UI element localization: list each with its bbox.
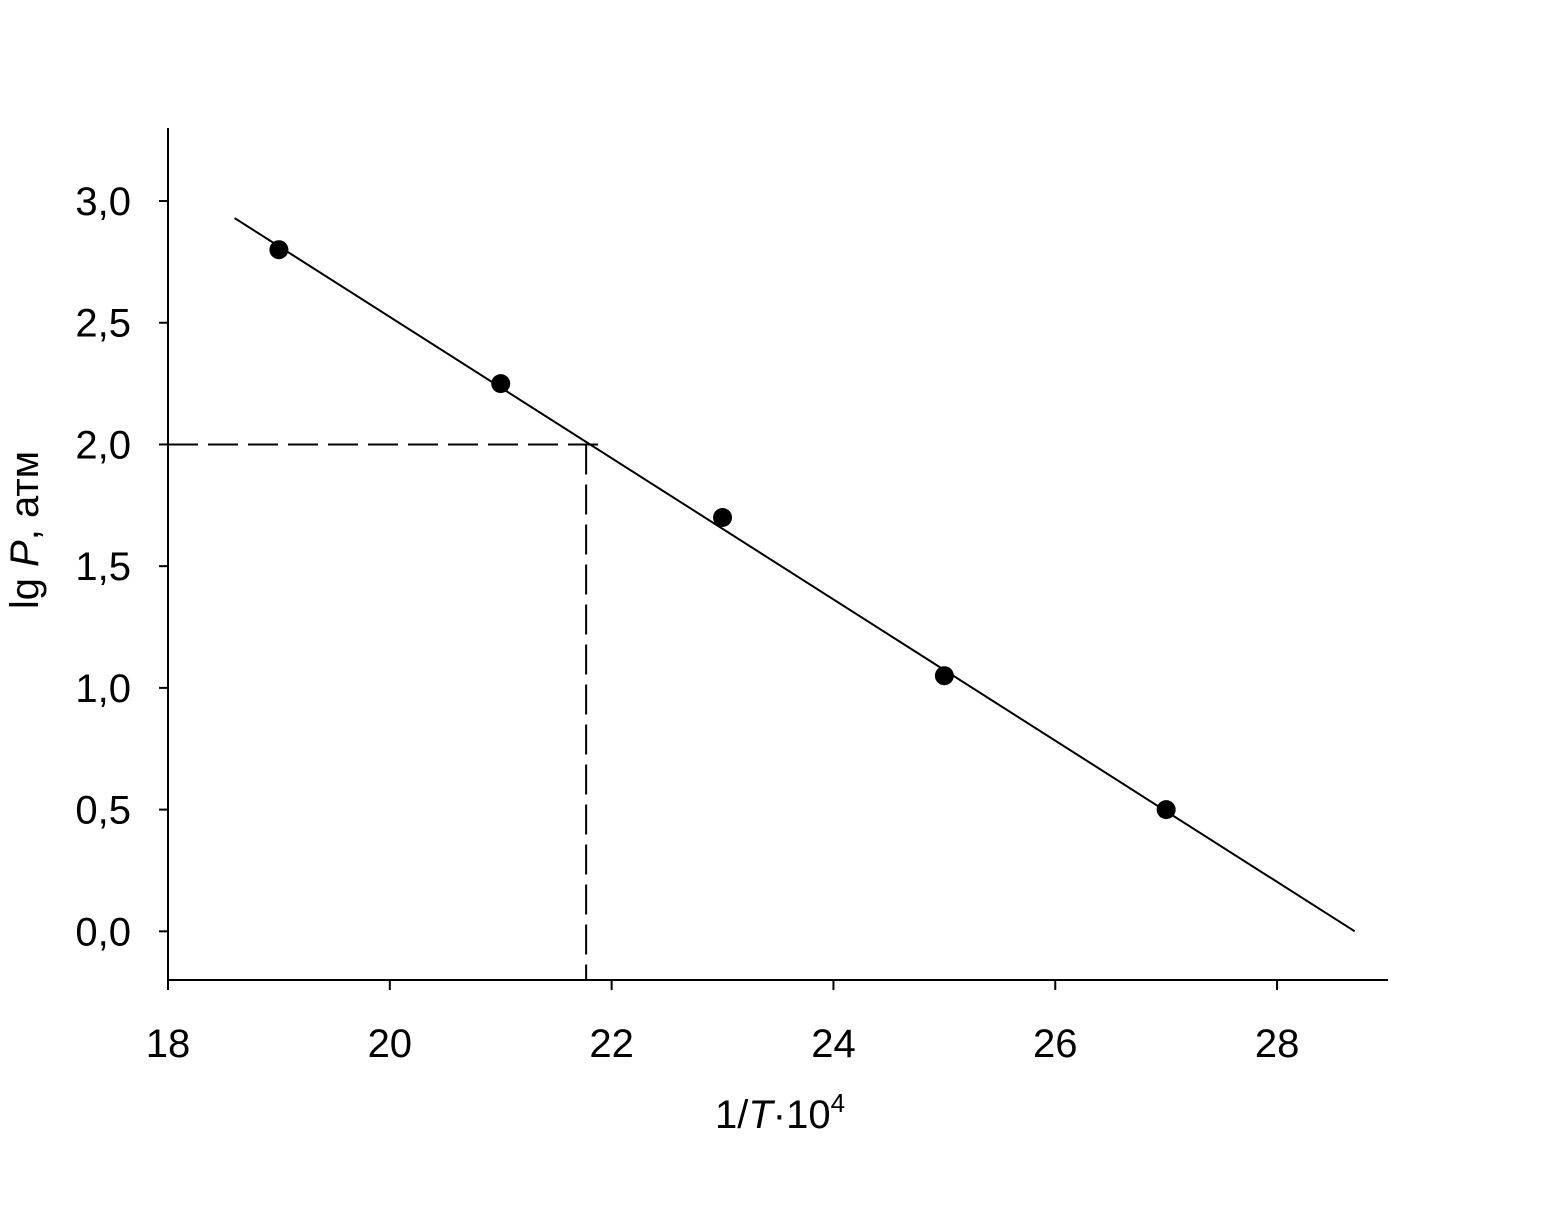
data-point: [934, 666, 954, 686]
x-tick-label: 20: [368, 1022, 413, 1066]
x-label-part: T: [748, 1093, 775, 1137]
y-tick-label: 1,0: [75, 667, 131, 711]
fit-line: [234, 217, 1356, 933]
y-label-part: , атм: [3, 451, 47, 540]
data-point: [713, 507, 733, 527]
y-label-part: P: [3, 540, 47, 567]
y-tick-label: 1,5: [75, 545, 131, 589]
x-label-part: 1/: [715, 1093, 749, 1137]
x-tick-label: 18: [146, 1022, 191, 1066]
y-tick-label: 2,0: [75, 423, 131, 467]
data-point: [1156, 800, 1176, 820]
x-label-part: 4: [831, 1088, 845, 1118]
data-point: [269, 240, 289, 260]
y-tick-label: 0,5: [75, 789, 131, 833]
y-tick-label: 2,5: [75, 302, 131, 346]
y-axis-label: lg P, атм: [3, 451, 47, 609]
x-tick-label: 24: [811, 1022, 856, 1066]
y-tick-label: 3,0: [75, 180, 131, 224]
x-tick-label: 28: [1255, 1022, 1300, 1066]
y-label-part: lg: [3, 567, 47, 609]
x-tick-label: 26: [1033, 1022, 1078, 1066]
x-axis-label: 1/T·104: [715, 1088, 845, 1137]
y-tick-label: 0,0: [75, 910, 131, 954]
x-label-part: ·10: [773, 1093, 831, 1137]
data-point: [491, 374, 511, 394]
x-tick-label: 22: [589, 1022, 634, 1066]
